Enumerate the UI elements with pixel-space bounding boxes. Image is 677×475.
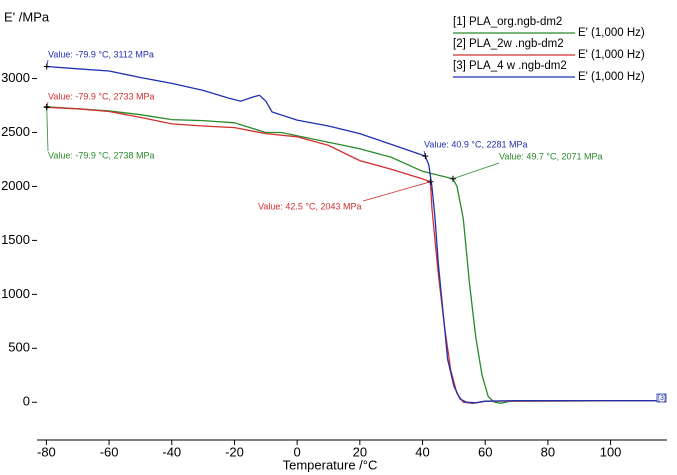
x-tick-label: 100 [600,444,622,459]
data-line [46,106,664,404]
y-tick-label: 0 [23,394,30,409]
y-tick-label: 3000 [1,70,30,85]
x-tick-label: 0 [294,444,301,459]
annotation-point [422,153,429,160]
x-axis-label: Temperature /°C [283,457,378,472]
annotation: Value: 40.9 °C, 2281 MPa [424,139,528,149]
y-tick-label: 2000 [1,178,30,193]
x-tick-label: 60 [478,444,492,459]
legend-sublabel: E' (1,000 Hz) [578,71,645,83]
annotation: Value: 49.7 °C, 2071 MPa [499,151,603,161]
annotation: Value: 42.5 °C, 2043 MPa [258,201,362,211]
legend-label: [2] PLA_2w .ngb-dm2 [453,38,564,50]
x-tick-label: 80 [541,444,555,459]
x-tick-label: -60 [100,444,119,459]
y-tick-label: 500 [8,340,30,355]
x-tick-label: -40 [162,444,181,459]
legend-label: [1] PLA_org.ngb-dm2 [453,16,562,28]
y-tick-label: 1000 [1,286,30,301]
annotation-point [449,175,456,182]
annotation-leader [362,181,431,202]
legend-sublabel: E' (1,000 Hz) [578,27,645,39]
x-tick-label: -80 [37,444,56,459]
annotation-point [427,178,434,185]
x-tick-label: 20 [353,444,367,459]
annotation: Value: -79.9 °C, 3112 MPa [48,49,154,59]
annotation-leader [46,106,49,152]
end-label: [3] [658,395,666,402]
annotation-point [43,63,50,70]
y-tick-label: 1500 [1,232,30,247]
x-tick-label: 40 [415,444,429,459]
annotation: Value: -79.9 °C, 2738 MPa [48,150,155,160]
y-tick-label: 2500 [1,124,30,139]
annotation: Value: -79.9 °C, 2733 MPa [48,91,155,101]
annotation-point [43,103,50,110]
y-axis-label: E' /MPa [4,9,50,24]
end-label-box [656,393,667,403]
legend-label: [3] PLA_4 w .ngb-dm2 [453,60,567,72]
x-tick-label: -20 [225,444,244,459]
legend-sublabel: E' (1,000 Hz) [578,49,645,61]
annotation-leader [452,162,500,180]
data-line [46,65,664,404]
